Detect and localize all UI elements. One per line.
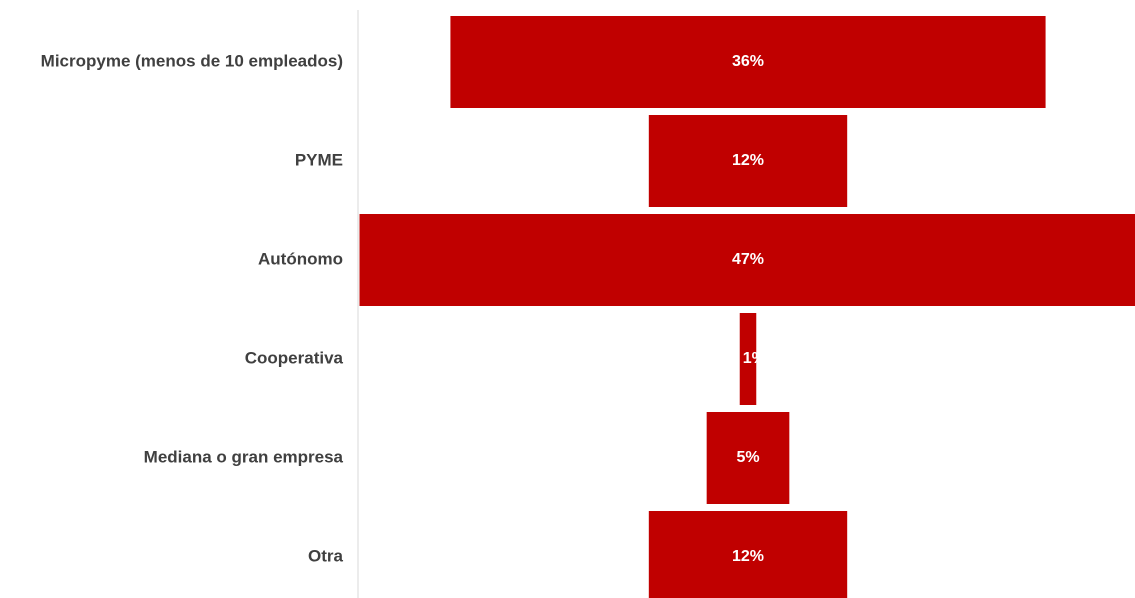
data-label: 12% xyxy=(732,548,764,565)
category-label: Cooperativa xyxy=(245,348,344,367)
bar xyxy=(706,412,790,504)
data-label: 36% xyxy=(732,53,764,70)
bar xyxy=(359,214,1135,306)
bar xyxy=(739,313,757,405)
bar xyxy=(450,16,1046,108)
bar xyxy=(648,115,848,207)
bar xyxy=(648,511,848,598)
category-label: Mediana o gran empresa xyxy=(144,447,344,466)
category-label: Micropyme (menos de 10 empleados) xyxy=(41,51,343,70)
category-label: Otra xyxy=(308,546,344,565)
category-label: PYME xyxy=(295,150,343,169)
data-label: 47% xyxy=(732,251,764,268)
category-label: Autónomo xyxy=(258,249,343,268)
data-label: 1% xyxy=(743,350,766,367)
data-label: 12% xyxy=(732,152,764,169)
data-label: 5% xyxy=(736,449,759,466)
